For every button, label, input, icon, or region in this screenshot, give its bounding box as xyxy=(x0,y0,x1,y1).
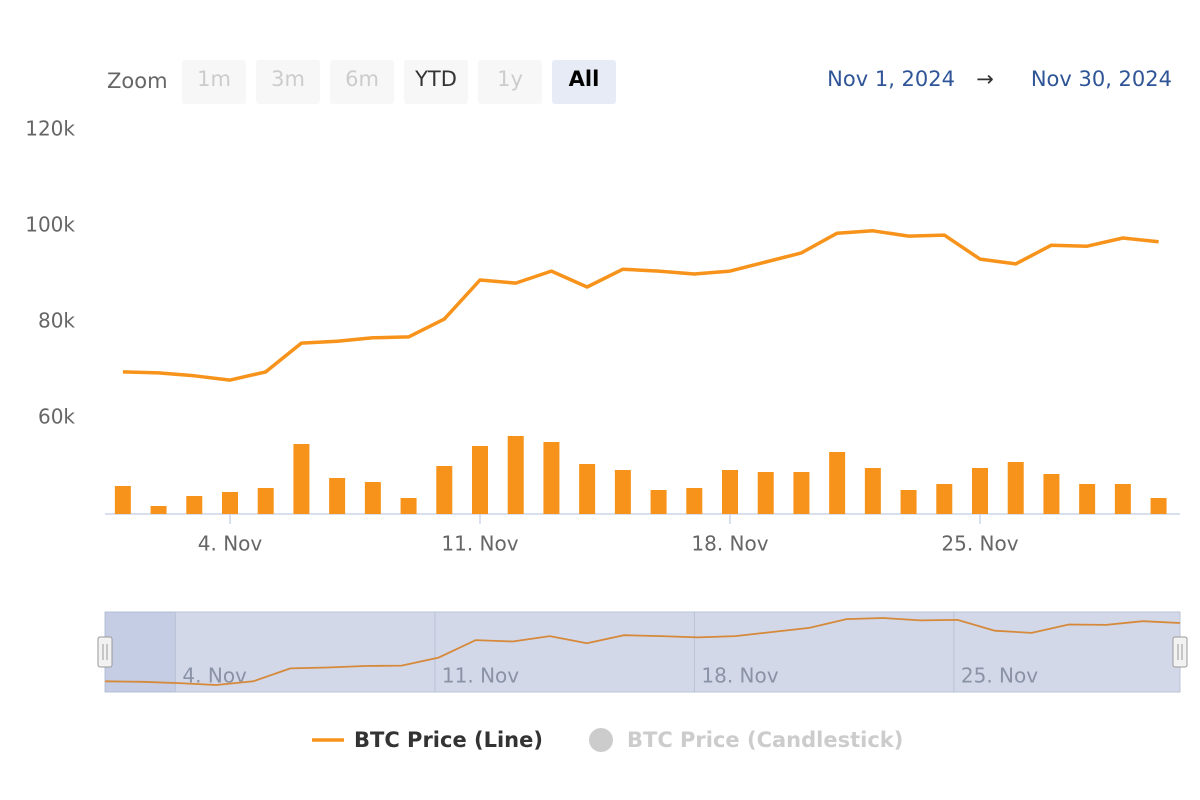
zoom-button-label: 3m xyxy=(271,67,305,91)
volume-bar xyxy=(150,506,167,514)
zoom-button-label[interactable]: YTD xyxy=(414,67,457,91)
volume-bar xyxy=(1007,462,1024,514)
volume-bar xyxy=(400,498,417,514)
volume-bar xyxy=(864,468,881,514)
x-tick-label: 11. Nov xyxy=(441,532,518,556)
volume-bar xyxy=(900,490,917,514)
volume-bar xyxy=(650,490,667,514)
volume-bar xyxy=(222,492,238,514)
volume-bar xyxy=(757,472,774,514)
volume-bar xyxy=(472,446,488,514)
volume-bar xyxy=(1079,484,1096,514)
date-from[interactable]: Nov 1, 2024 xyxy=(827,67,955,91)
volume-bar xyxy=(1043,474,1060,514)
price-line xyxy=(122,229,1159,382)
volume-bar xyxy=(436,466,453,514)
zoom-button xyxy=(330,60,394,104)
zoom-button-label: 1y xyxy=(497,67,523,91)
volume-bar xyxy=(257,488,274,514)
volume-bar xyxy=(1150,498,1167,514)
navigator-line xyxy=(104,617,1181,686)
volume-bar xyxy=(722,470,738,514)
legend-label[interactable]: BTC Price (Line) xyxy=(354,728,543,752)
zoom-button[interactable] xyxy=(552,60,616,104)
volume-bar xyxy=(329,478,346,514)
volume-bar xyxy=(686,488,703,514)
navigator-handle[interactable] xyxy=(1172,636,1188,668)
volume-bar xyxy=(543,442,560,514)
legend-label[interactable]: BTC Price (Candlestick) xyxy=(627,728,903,752)
volume-bar xyxy=(364,482,381,514)
y-tick-label: 100k xyxy=(25,213,75,237)
volume-bar xyxy=(793,472,810,514)
x-tick-label: 4. Nov xyxy=(198,532,263,556)
zoom-button-label[interactable]: All xyxy=(569,67,600,91)
volume-bar xyxy=(614,470,631,514)
navigator-handle[interactable] xyxy=(97,636,113,668)
volume-bar xyxy=(829,452,846,514)
navigator-bg xyxy=(104,611,1181,693)
legend-swatch[interactable] xyxy=(588,728,613,752)
volume-bar xyxy=(114,486,131,514)
navigator-tick-label: 11. Nov xyxy=(442,664,519,688)
zoom-button xyxy=(256,60,320,104)
volume-bar xyxy=(293,444,310,514)
date-to[interactable]: Nov 30, 2024 xyxy=(1031,67,1172,91)
zoom-button xyxy=(182,60,246,104)
volume-bar xyxy=(507,436,524,514)
y-tick-label: 60k xyxy=(38,405,75,429)
x-tick-label: 18. Nov xyxy=(691,532,768,556)
volume-bar xyxy=(972,468,988,514)
volume-bar xyxy=(1114,484,1131,514)
navigator-tick-label: 18. Nov xyxy=(701,664,778,688)
x-tick-label: 25. Nov xyxy=(941,532,1018,556)
navigator-mask xyxy=(105,612,176,692)
y-tick-label: 120k xyxy=(25,117,75,141)
volume-bar xyxy=(579,464,596,514)
date-arrow: → xyxy=(976,67,994,91)
volume-bar xyxy=(936,484,953,514)
zoom-button xyxy=(478,60,542,104)
volume-bar xyxy=(186,496,203,514)
navigator-tick-label: 25. Nov xyxy=(961,664,1038,688)
zoom-label: Zoom xyxy=(107,69,168,93)
zoom-button-label: 1m xyxy=(197,67,231,91)
y-tick-label: 80k xyxy=(38,309,75,333)
zoom-button[interactable] xyxy=(404,60,468,104)
zoom-button-label: 6m xyxy=(345,67,379,91)
